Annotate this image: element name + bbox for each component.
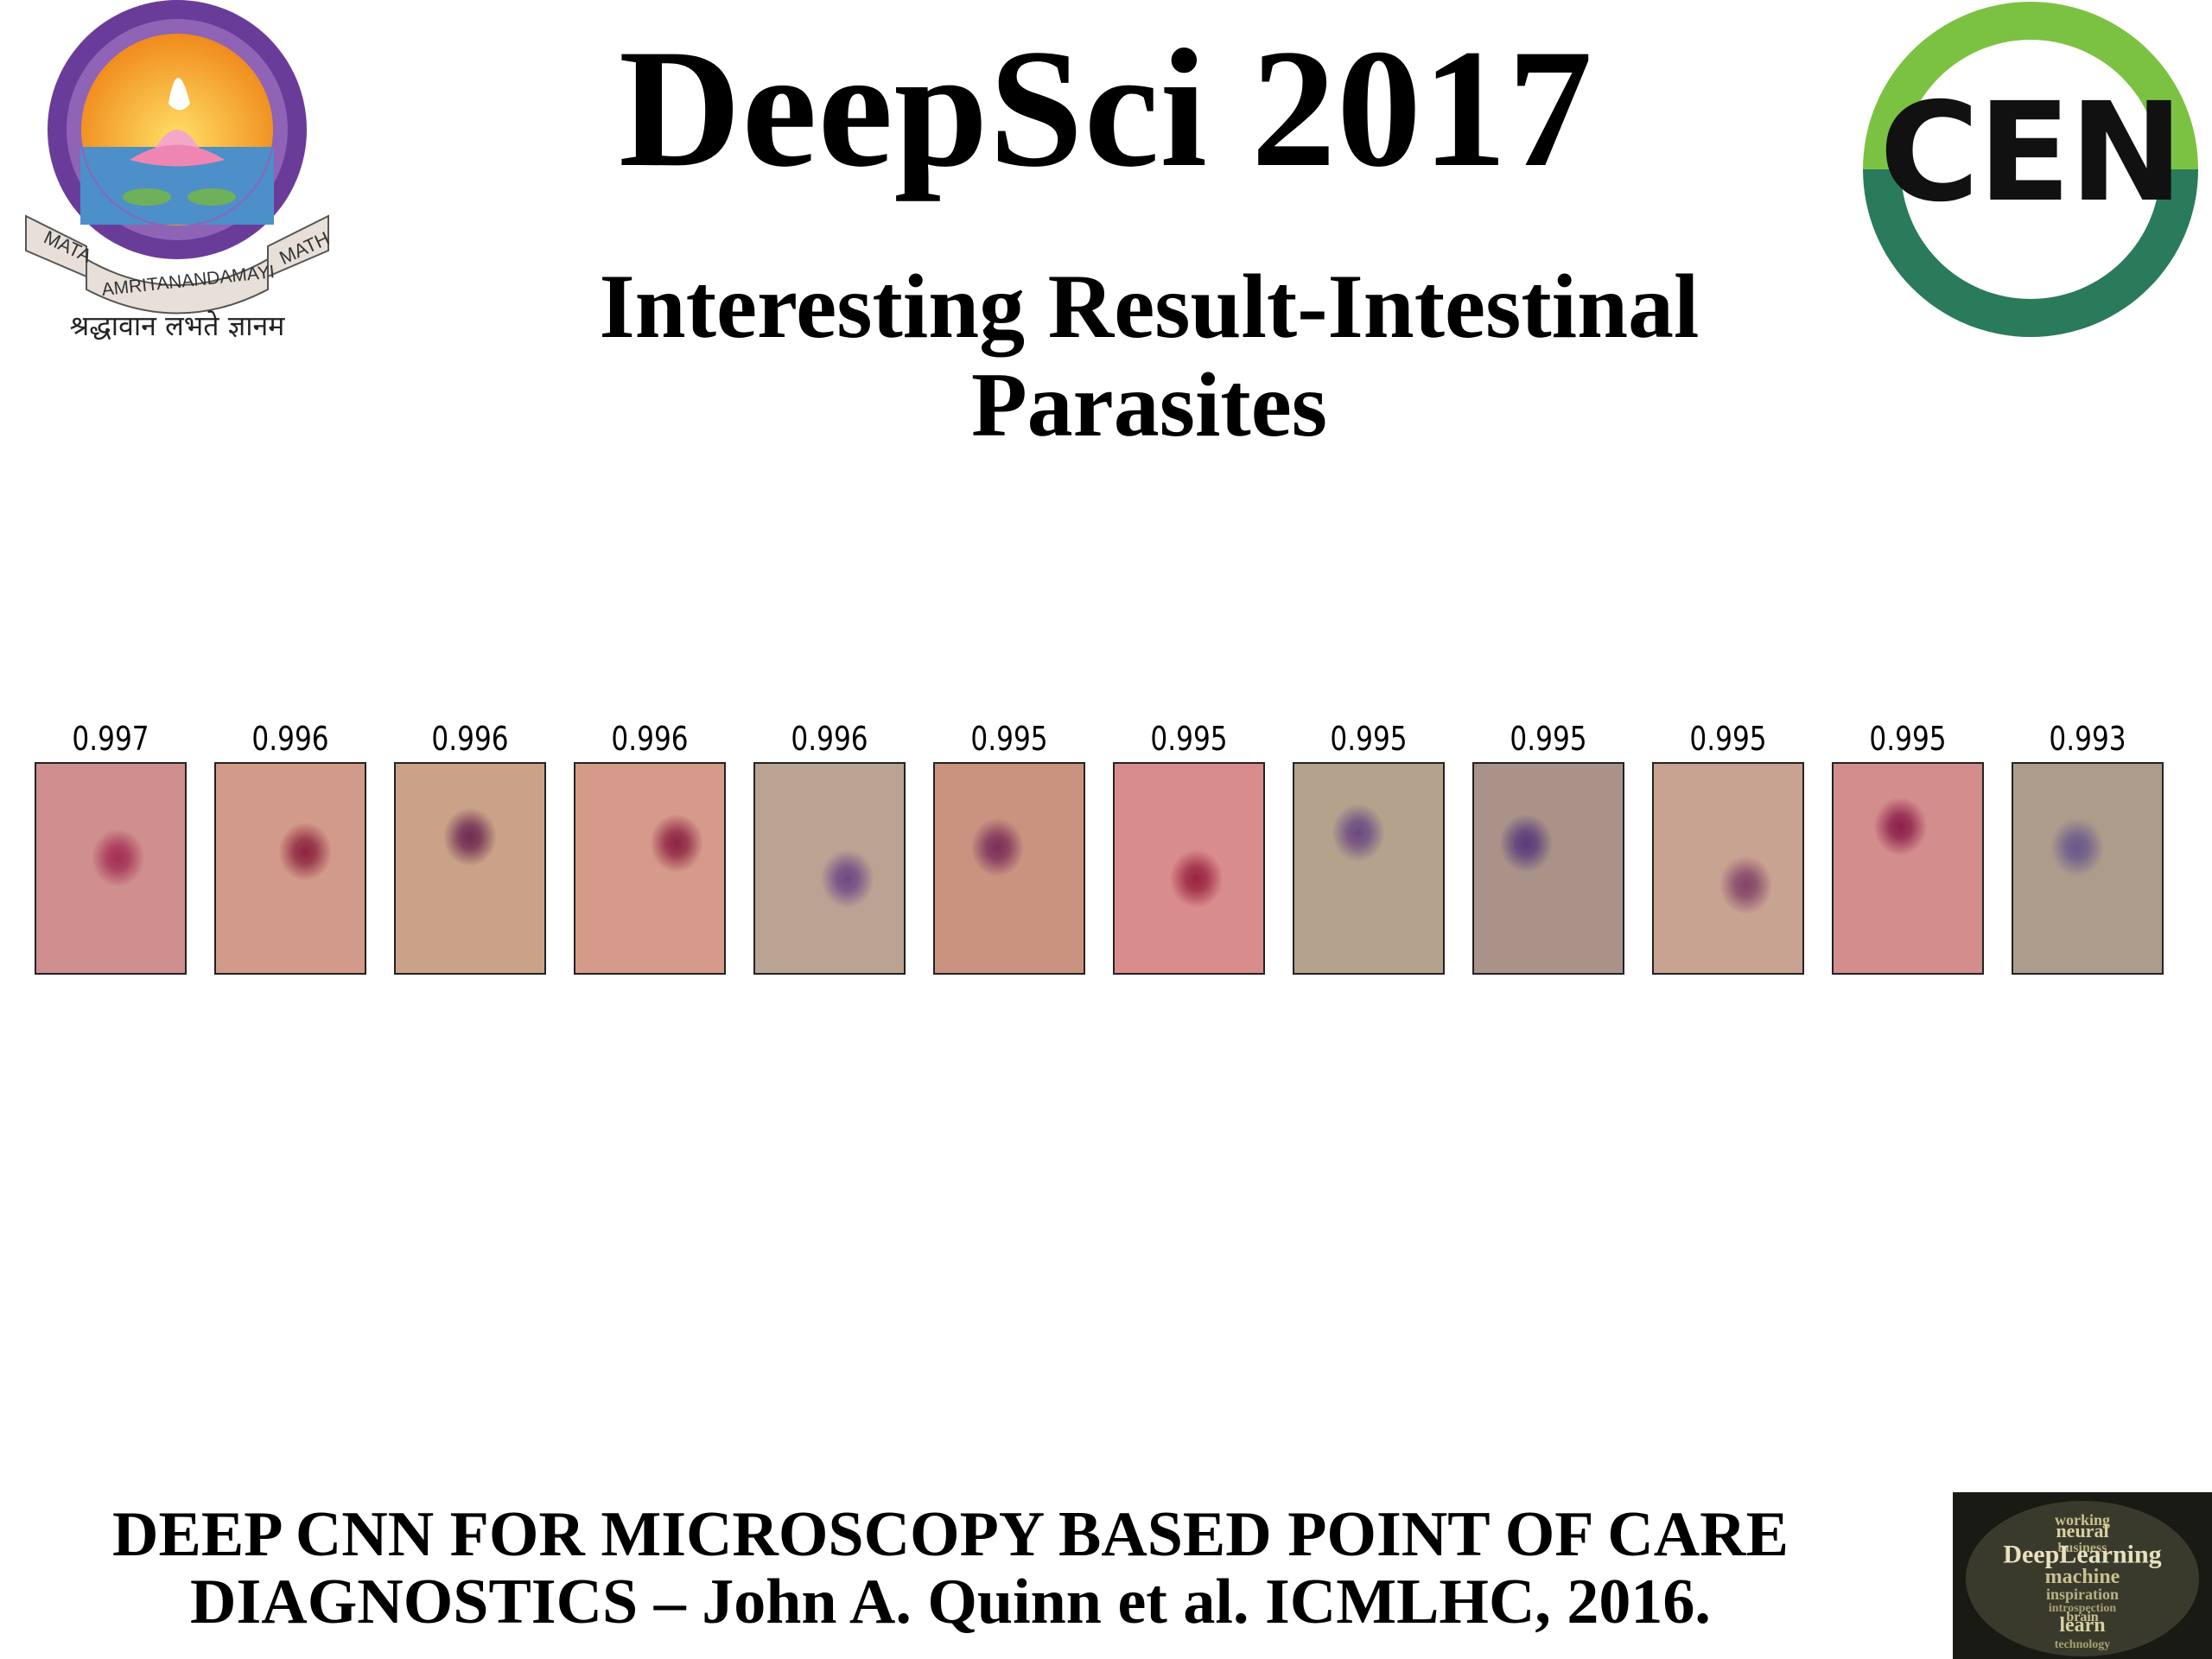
patch-score: 0.995	[1689, 720, 1767, 758]
patch-image	[35, 762, 187, 975]
patch-score: 0.995	[1150, 720, 1228, 758]
word-cloud-word: business	[2058, 1541, 2107, 1555]
patch-score: 0.997	[72, 720, 149, 758]
amrita-emblem-icon: MATA AMRITANANDAMAYI MATH श्रद्धावान लभत…	[25, 0, 333, 342]
patch-item: 0.997	[35, 715, 187, 975]
citation-line-2: DIAGNOSTICS – John A. Quinn et al. ICMLH…	[190, 1566, 1711, 1637]
patch-item: 0.995	[1652, 715, 1804, 975]
patch-image	[1652, 762, 1804, 975]
patch-image	[933, 762, 1085, 975]
patch-score: 0.995	[1869, 720, 1947, 758]
word-cloud-icon: workingneuralbusinessDeepLearningmachine…	[1953, 1492, 2212, 1659]
patch-score: 0.995	[1510, 720, 1587, 758]
word-cloud-word: neural	[2056, 1520, 2108, 1541]
patch-image	[1293, 762, 1445, 975]
cen-logo-icon	[1863, 2, 2198, 337]
parasite-patch-row: 0.997 0.996 0.996 0.996 0.996 0.995 0.995 0.995…	[0, 715, 2212, 983]
patch-item: 0.996	[753, 715, 906, 975]
patch-score: 0.996	[611, 720, 689, 758]
patch-image	[1113, 762, 1265, 975]
patch-score: 0.995	[970, 720, 1048, 758]
patch-image	[214, 762, 366, 975]
word-cloud-word: DeepLearning	[2003, 1541, 2161, 1569]
patch-item: 0.995	[1113, 715, 1265, 975]
patch-item: 0.995	[1472, 715, 1624, 975]
patch-item: 0.995	[1832, 715, 1984, 975]
patch-score: 0.995	[1330, 720, 1408, 758]
word-cloud-word: inspiration	[2046, 1586, 2119, 1603]
cen-logo-text: CEN	[1878, 73, 2183, 232]
patch-item: 0.996	[574, 715, 726, 975]
patch-score: 0.996	[251, 720, 329, 758]
patch-image	[753, 762, 906, 975]
patch-item: 0.996	[214, 715, 366, 975]
patch-image	[2012, 762, 2164, 975]
word-cloud-word: technology	[2055, 1638, 2111, 1651]
patch-score: 0.996	[431, 720, 509, 758]
word-cloud-word: learn	[2059, 1614, 2105, 1637]
word-cloud-word: brain	[2066, 1610, 2098, 1624]
patch-score: 0.993	[2049, 720, 2126, 758]
motto-text: श्रद्धावान लभते ज्ञानम	[70, 309, 286, 342]
patch-item: 0.995	[933, 715, 1085, 975]
citation: DEEP CNN FOR MICROSCOPY BASED POINT OF C…	[0, 1499, 1901, 1637]
word-cloud-word: introspection	[2049, 1602, 2117, 1615]
patch-item: 0.995	[1293, 715, 1445, 975]
patch-image	[394, 762, 546, 975]
word-cloud-word: working	[2055, 1511, 2110, 1529]
slide-title: DeepSci 2017	[619, 15, 1593, 202]
patch-image	[574, 762, 726, 975]
patch-image	[1832, 762, 1984, 975]
citation-line-1: DEEP CNN FOR MICROSCOPY BASED POINT OF C…	[112, 1499, 1789, 1570]
subtitle-line-2: Parasites	[970, 354, 1328, 456]
patch-item: 0.993	[2012, 715, 2164, 975]
slide-subtitle: Interesting Result-Intestinal Parasites	[328, 257, 1970, 455]
word-cloud-word: machine	[2045, 1566, 2120, 1588]
patch-item: 0.996	[394, 715, 546, 975]
patch-score: 0.996	[791, 720, 868, 758]
subtitle-line-1: Interesting Result-Intestinal	[599, 256, 1700, 357]
patch-image	[1472, 762, 1624, 975]
